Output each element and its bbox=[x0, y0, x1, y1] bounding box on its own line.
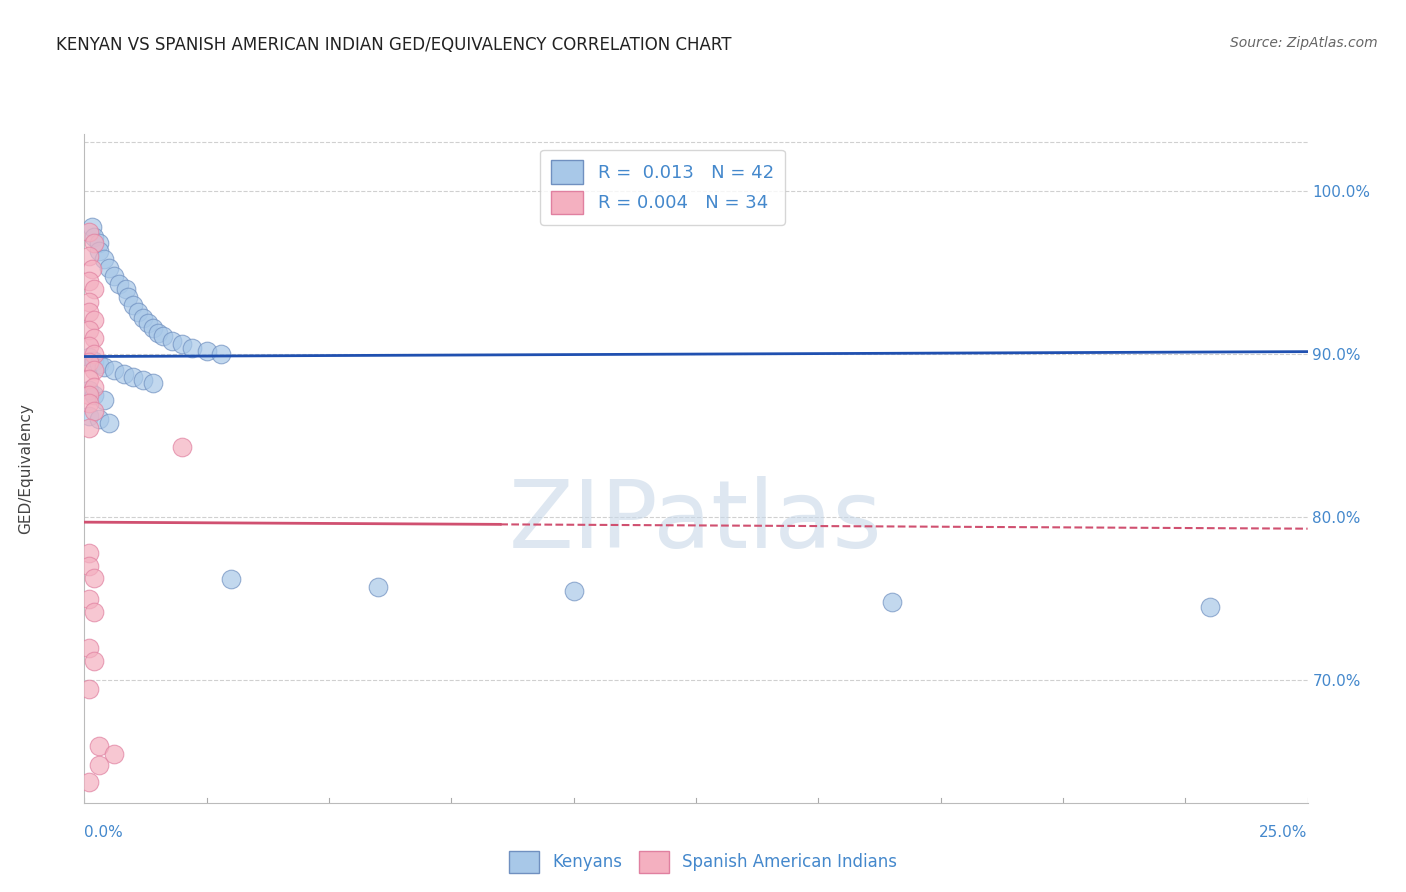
Point bbox=[83, 347, 105, 361]
Point bbox=[142, 321, 165, 335]
Point bbox=[93, 252, 115, 267]
Point bbox=[77, 351, 100, 365]
Text: KENYAN VS SPANISH AMERICAN INDIAN GED/EQUIVALENCY CORRELATION CHART: KENYAN VS SPANISH AMERICAN INDIAN GED/EQ… bbox=[56, 36, 731, 54]
Point bbox=[152, 329, 174, 343]
Point bbox=[83, 236, 105, 251]
Point bbox=[209, 347, 232, 361]
Point bbox=[80, 262, 103, 277]
Point bbox=[97, 416, 120, 430]
Point bbox=[77, 591, 100, 606]
Point bbox=[77, 420, 100, 434]
Text: 25.0%: 25.0% bbox=[1260, 825, 1308, 840]
Point bbox=[195, 343, 218, 358]
Point bbox=[77, 355, 100, 369]
Point bbox=[77, 546, 100, 560]
Point bbox=[132, 311, 155, 326]
Point bbox=[83, 313, 105, 327]
Point bbox=[77, 640, 100, 655]
Point bbox=[83, 404, 105, 418]
Point bbox=[83, 388, 105, 402]
Point bbox=[77, 249, 100, 263]
Text: ZIPatlas: ZIPatlas bbox=[509, 475, 883, 568]
Point bbox=[107, 277, 129, 291]
Point bbox=[83, 605, 105, 619]
Point bbox=[77, 396, 100, 410]
Point bbox=[103, 747, 125, 761]
Point bbox=[77, 323, 100, 337]
Point bbox=[87, 236, 110, 251]
Point bbox=[219, 572, 242, 586]
Point bbox=[83, 380, 105, 394]
Point bbox=[172, 337, 194, 351]
Text: Source: ZipAtlas.com: Source: ZipAtlas.com bbox=[1230, 36, 1378, 50]
Point bbox=[77, 339, 100, 353]
Point bbox=[87, 244, 110, 259]
Point bbox=[87, 739, 110, 753]
Point bbox=[880, 595, 903, 609]
Point bbox=[136, 316, 159, 330]
Point bbox=[83, 353, 105, 368]
Point bbox=[367, 581, 389, 595]
Point bbox=[77, 304, 100, 318]
Point bbox=[112, 367, 135, 381]
Point bbox=[83, 571, 105, 585]
Point bbox=[83, 654, 105, 668]
Point bbox=[83, 282, 105, 296]
Point bbox=[562, 583, 585, 598]
Point bbox=[77, 225, 100, 239]
Point bbox=[87, 758, 110, 772]
Point bbox=[132, 373, 155, 387]
Point bbox=[146, 326, 169, 340]
Point bbox=[83, 229, 105, 244]
Point bbox=[83, 363, 105, 377]
Point bbox=[77, 371, 100, 385]
Text: GED/Equivalency: GED/Equivalency bbox=[18, 403, 32, 533]
Point bbox=[77, 383, 100, 397]
Point bbox=[122, 370, 145, 384]
Point bbox=[103, 268, 125, 283]
Point bbox=[77, 294, 100, 309]
Point bbox=[77, 559, 100, 574]
Point bbox=[77, 774, 100, 789]
Point bbox=[77, 274, 100, 288]
Point bbox=[115, 282, 138, 296]
Point bbox=[1198, 599, 1220, 614]
Point bbox=[103, 363, 125, 377]
Point bbox=[172, 440, 194, 454]
Point bbox=[87, 412, 110, 426]
Point bbox=[77, 409, 100, 423]
Point bbox=[162, 334, 184, 348]
Point bbox=[142, 376, 165, 391]
Legend: Kenyans, Spanish American Indians: Kenyans, Spanish American Indians bbox=[502, 845, 904, 880]
Legend: R =  0.013   N = 42, R = 0.004   N = 34: R = 0.013 N = 42, R = 0.004 N = 34 bbox=[540, 150, 785, 225]
Point bbox=[93, 360, 115, 375]
Text: 0.0%: 0.0% bbox=[84, 825, 124, 840]
Point bbox=[127, 304, 149, 318]
Point bbox=[77, 681, 100, 696]
Point bbox=[77, 388, 100, 402]
Point bbox=[181, 341, 204, 355]
Point bbox=[122, 298, 145, 312]
Point bbox=[117, 290, 139, 304]
Point bbox=[93, 392, 115, 407]
Point bbox=[83, 331, 105, 345]
Point bbox=[80, 219, 103, 234]
Point bbox=[97, 260, 120, 275]
Point bbox=[87, 357, 110, 371]
